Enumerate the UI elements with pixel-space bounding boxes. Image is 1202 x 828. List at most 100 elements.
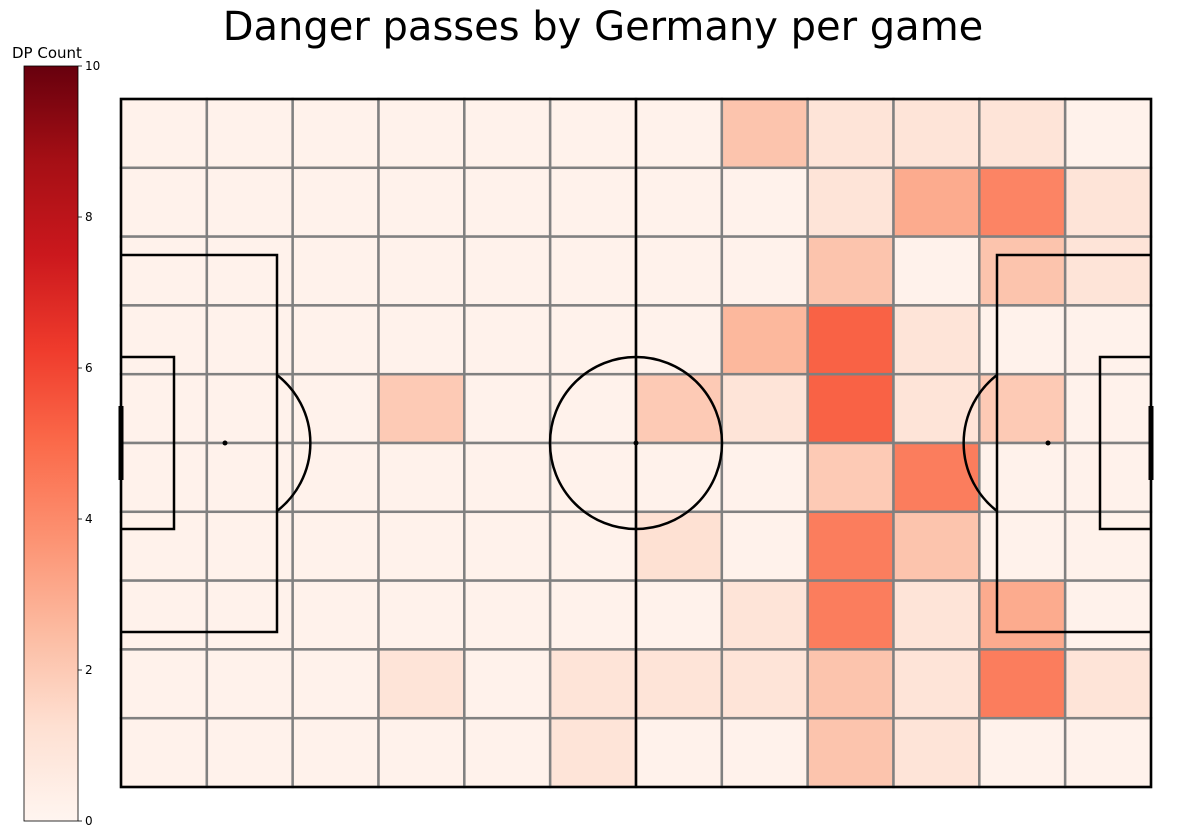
heatmap-cell	[291, 579, 380, 651]
heatmap-cell	[892, 648, 981, 720]
heatmap-cell	[806, 304, 895, 376]
heatmap-cell	[1063, 97, 1153, 170]
heatmap-cell	[892, 304, 981, 376]
heatmap-cell	[463, 372, 552, 445]
left-penalty-arc	[276, 374, 312, 512]
heatmap-cell	[548, 648, 638, 720]
heatmap-cell	[978, 235, 1067, 307]
colorbar-bar	[23, 65, 79, 822]
heatmap-cell	[892, 579, 981, 651]
right-penalty-area	[995, 253, 1151, 634]
colorbar-tick-label: 6	[85, 361, 93, 375]
heatmap-cell	[463, 579, 552, 651]
heatmap-cell	[806, 166, 895, 238]
colorbar-tick-label: 4	[85, 512, 93, 526]
heatmap-cell	[377, 304, 466, 376]
heatmap-cell	[205, 648, 294, 720]
heatmap-cell	[1063, 510, 1153, 582]
heatmap-cell	[634, 166, 724, 238]
heatmap-cell	[720, 441, 809, 514]
heatmap-cell	[892, 716, 981, 789]
heatmap-cell	[119, 235, 209, 307]
heatmap-cell	[720, 372, 809, 445]
heatmap-cell	[806, 441, 895, 514]
heatmap-cell	[205, 97, 294, 170]
heatmap-cell	[806, 235, 895, 307]
colorbar-ticks: 0 2 4 6 8 10	[78, 59, 100, 828]
heatmap-cell	[1063, 235, 1153, 307]
heatmap-cell	[720, 166, 809, 238]
heatmap-cell	[291, 716, 380, 789]
heatmap-cell	[1063, 304, 1153, 376]
heatmap-cell	[205, 510, 294, 582]
heatmap-cell	[119, 441, 209, 514]
colorbar: 0 2 4 6 8 10	[23, 59, 100, 828]
heatmap-cell	[806, 648, 895, 720]
centre-spot	[633, 440, 639, 446]
heatmap-cell	[978, 648, 1067, 720]
heatmap-cell	[978, 510, 1067, 582]
heatmap-cells	[119, 97, 1153, 789]
heatmap-cell	[291, 304, 380, 376]
heatmap-cell	[892, 441, 981, 514]
heatmap-cell	[1063, 441, 1153, 514]
heatmap-cell	[119, 716, 209, 789]
heatmap-cell	[548, 166, 638, 238]
heatmap-cell	[892, 97, 981, 170]
colorbar-tick-label: 0	[85, 814, 93, 828]
heatmap-cell	[377, 716, 466, 789]
colorbar-tick-label: 8	[85, 210, 93, 224]
heatmap-cell	[634, 579, 724, 651]
colorbar-label: DP Count	[12, 44, 82, 62]
heatmap-cell	[1063, 166, 1153, 238]
heatmap-cell	[463, 716, 552, 789]
heatmap-cell	[119, 97, 209, 170]
heatmap-cell	[806, 579, 895, 651]
heatmap-cell	[720, 97, 809, 170]
centre-circle	[548, 355, 724, 531]
heatmap-cell	[377, 441, 466, 514]
heatmap-cell	[119, 166, 209, 238]
heatmap-cell	[205, 579, 294, 651]
heatmap-cell	[1063, 579, 1153, 651]
heatmap-cell	[892, 372, 981, 445]
heatmap-cell	[720, 716, 809, 789]
heatmap-cell	[548, 97, 638, 170]
heatmap-cell	[892, 235, 981, 307]
heatmap-cell	[119, 510, 209, 582]
heatmap-cell	[377, 97, 466, 170]
heatmap-cell	[463, 304, 552, 376]
heatmap-cell	[377, 372, 466, 445]
heatmap-cell	[205, 441, 294, 514]
heatmap-cell	[291, 510, 380, 582]
heatmap-cell	[806, 97, 895, 170]
heatmap-cell	[892, 166, 981, 238]
heatmap-cell	[205, 372, 294, 445]
heatmap-cell	[720, 510, 809, 582]
heatmap-cell	[806, 372, 895, 445]
heatmap-cell	[548, 304, 638, 376]
heatmap-cell	[205, 235, 294, 307]
heatmap-cell	[463, 441, 552, 514]
left-six-yard-box	[121, 355, 176, 531]
heatmap-cell	[978, 441, 1067, 514]
heatmap-cell	[634, 372, 724, 445]
heatmap-cell	[1063, 372, 1153, 445]
heatmap-cell	[119, 648, 209, 720]
heatmap-cell	[291, 441, 380, 514]
heatmap-cell	[634, 510, 724, 582]
right-penalty-spot	[1045, 440, 1051, 446]
heatmap-cell	[291, 648, 380, 720]
heatmap-cell	[463, 510, 552, 582]
heatmap-cell	[978, 716, 1067, 789]
heatmap-cell	[205, 166, 294, 238]
heatmap-cell	[119, 304, 209, 376]
heatmap-cell	[978, 97, 1067, 170]
heatmap-cell	[720, 648, 809, 720]
heatmap-cell	[548, 235, 638, 307]
heatmap-cell	[978, 304, 1067, 376]
heatmap-cell	[205, 716, 294, 789]
heatmap-cell	[548, 372, 638, 445]
heatmap-cell	[720, 579, 809, 651]
